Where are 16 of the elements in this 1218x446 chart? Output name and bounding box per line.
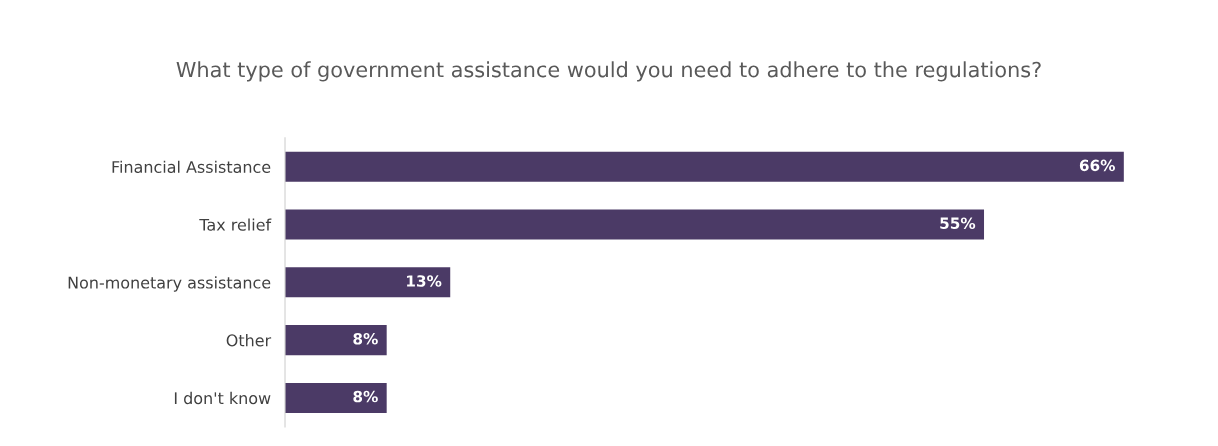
bar bbox=[285, 151, 1124, 182]
bar bbox=[285, 382, 387, 413]
chart-title: What type of government assistance would you need to adhere to the regulations? bbox=[176, 61, 1041, 82]
y-tick-label: Tax relief bbox=[199, 218, 272, 231]
bar bbox=[285, 325, 387, 356]
data-label: 8% bbox=[353, 390, 378, 403]
data-label: 55% bbox=[940, 217, 976, 229]
bar bbox=[285, 209, 985, 240]
data-label: 8% bbox=[353, 333, 378, 345]
y-tick-label: Other bbox=[226, 334, 272, 347]
y-tick-label: I don't know bbox=[174, 391, 271, 405]
data-label: 13% bbox=[407, 275, 442, 287]
y-tick-label: Non-monetary assistance bbox=[68, 276, 271, 292]
data-label: 66% bbox=[1079, 159, 1115, 172]
y-tick-label: Financial Assistance bbox=[112, 160, 271, 174]
bar bbox=[285, 267, 451, 298]
